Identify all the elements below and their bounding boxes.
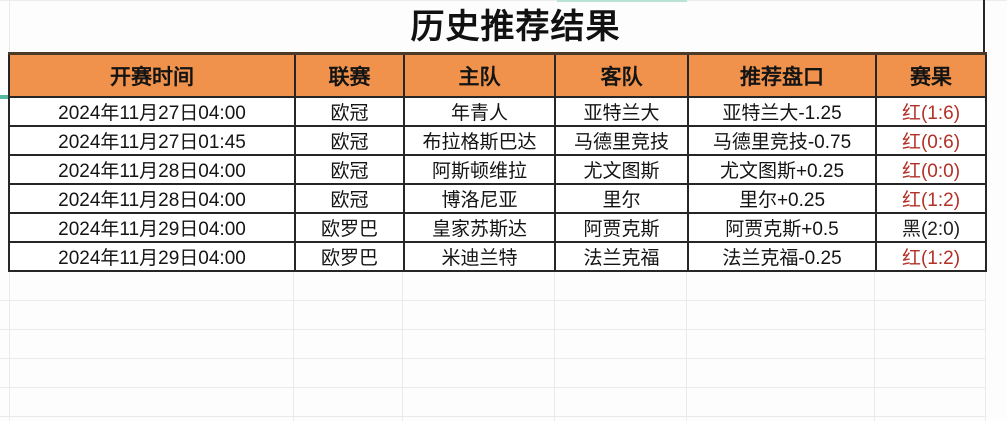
cell-result[interactable]: 黑(2:0)	[875, 212, 987, 243]
cell-away-team[interactable]: 亚特兰大	[554, 96, 689, 127]
col-header-result[interactable]: 赛果	[875, 52, 987, 98]
cell-result[interactable]: 红(1:2)	[875, 241, 987, 272]
grid-line	[686, 271, 687, 421]
results-table: 开赛时间 联赛 主队 客队 推荐盘口 赛果 2024年11月27日04:00 欧…	[8, 52, 987, 272]
cell-result[interactable]: 红(0:6)	[875, 125, 987, 156]
cell-start-time[interactable]: 2024年11月27日04:00	[8, 96, 296, 127]
cell-league[interactable]: 欧罗巴	[294, 241, 405, 272]
grid-line	[0, 358, 986, 359]
cell-away-team[interactable]: 马德里竞技	[554, 125, 689, 156]
grid-line	[985, 271, 986, 421]
cell-handicap[interactable]: 尤文图斯+0.25	[687, 154, 877, 185]
cell-home-team[interactable]: 博洛尼亚	[403, 183, 556, 214]
cell-league[interactable]: 欧冠	[294, 154, 405, 185]
cell-league[interactable]: 欧罗巴	[294, 212, 405, 243]
header-row: 开赛时间 联赛 主队 客队 推荐盘口 赛果	[8, 52, 987, 98]
cell-start-time[interactable]: 2024年11月28日04:00	[8, 183, 296, 214]
cell-start-time[interactable]: 2024年11月28日04:00	[8, 154, 296, 185]
col-header-away-team[interactable]: 客队	[554, 52, 689, 98]
cell-home-team[interactable]: 年青人	[403, 96, 556, 127]
cell-result[interactable]: 红(1:6)	[875, 96, 987, 127]
grid-line	[0, 416, 986, 417]
cell-start-time[interactable]: 2024年11月29日04:00	[8, 212, 296, 243]
cell-league[interactable]: 欧冠	[294, 125, 405, 156]
table-row: 2024年11月29日04:00 欧罗巴 米迪兰特 法兰克福 法兰克福-0.25…	[8, 241, 987, 272]
sheet-title[interactable]: 历史推荐结果	[410, 8, 621, 46]
cell-handicap[interactable]: 阿贾克斯+0.5	[687, 212, 877, 243]
cell-start-time[interactable]: 2024年11月29日04:00	[8, 241, 296, 272]
selection-handle-mark	[0, 95, 8, 99]
cell-result[interactable]: 红(1:2)	[875, 183, 987, 214]
grid-line	[0, 329, 986, 330]
cell-home-team[interactable]: 布拉格斯巴达	[403, 125, 556, 156]
col-header-home-team[interactable]: 主队	[403, 52, 556, 98]
grid-line	[293, 271, 294, 421]
selection-highlight-strip	[557, 0, 687, 2]
cell-away-team[interactable]: 阿贾克斯	[554, 212, 689, 243]
top-hairline	[0, 0, 1007, 1]
cell-handicap[interactable]: 法兰克福-0.25	[687, 241, 877, 272]
table-row: 2024年11月28日04:00 欧冠 阿斯顿维拉 尤文图斯 尤文图斯+0.25…	[8, 154, 987, 185]
cell-result[interactable]: 红(0:0)	[875, 154, 987, 185]
grid-line	[0, 300, 986, 301]
table-row: 2024年11月27日04:00 欧冠 年青人 亚特兰大 亚特兰大-1.25 红…	[8, 96, 987, 127]
grid-line	[402, 271, 403, 421]
cell-home-team[interactable]: 阿斯顿维拉	[403, 154, 556, 185]
col-header-start-time[interactable]: 开赛时间	[8, 52, 296, 98]
cell-away-team[interactable]: 里尔	[554, 183, 689, 214]
cell-start-time[interactable]: 2024年11月27日01:45	[8, 125, 296, 156]
cell-handicap[interactable]: 马德里竞技-0.75	[687, 125, 877, 156]
table-row: 2024年11月28日04:00 欧冠 博洛尼亚 里尔 里尔+0.25 红(1:…	[8, 183, 987, 214]
cell-away-team[interactable]: 法兰克福	[554, 241, 689, 272]
grid-line	[874, 271, 875, 421]
col-header-league[interactable]: 联赛	[294, 52, 405, 98]
grid-line	[0, 387, 986, 388]
cell-league[interactable]: 欧冠	[294, 96, 405, 127]
title-cell-right-border	[983, 0, 985, 53]
table-row: 2024年11月27日01:45 欧冠 布拉格斯巴达 马德里竞技 马德里竞技-0…	[8, 125, 987, 156]
cell-league[interactable]: 欧冠	[294, 183, 405, 214]
cell-handicap[interactable]: 里尔+0.25	[687, 183, 877, 214]
cell-away-team[interactable]: 尤文图斯	[554, 154, 689, 185]
cell-handicap[interactable]: 亚特兰大-1.25	[687, 96, 877, 127]
grid-line	[554, 271, 555, 421]
table-row: 2024年11月29日04:00 欧罗巴 皇家苏斯达 阿贾克斯 阿贾克斯+0.5…	[8, 212, 987, 243]
col-header-handicap[interactable]: 推荐盘口	[687, 52, 877, 98]
cell-home-team[interactable]: 米迪兰特	[403, 241, 556, 272]
cell-home-team[interactable]: 皇家苏斯达	[403, 212, 556, 243]
